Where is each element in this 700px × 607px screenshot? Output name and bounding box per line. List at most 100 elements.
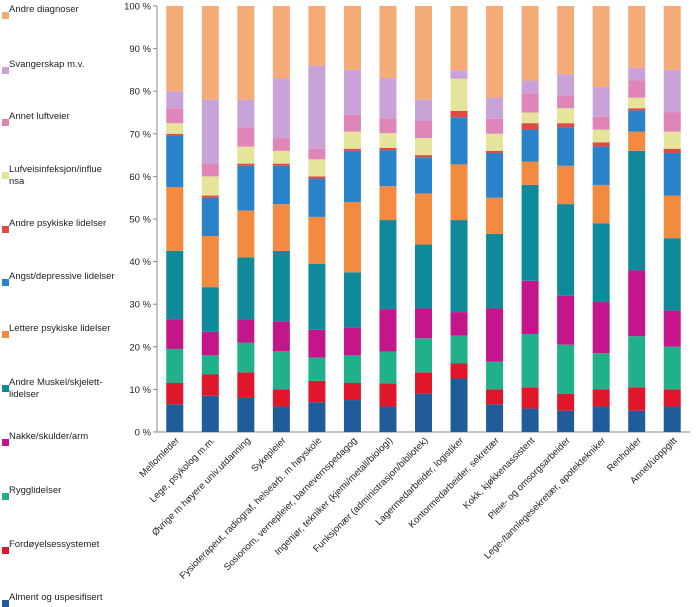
bar-segment: [201, 99, 219, 164]
bar-segment: [486, 152, 504, 198]
bar-segment: [557, 393, 575, 411]
bar-segment: [272, 389, 290, 407]
bar-segment: [272, 163, 290, 166]
bar-segment: [379, 383, 397, 407]
bar-segment: [343, 355, 361, 384]
bar-segment: [557, 165, 575, 205]
y-tick-label: 0 %: [135, 428, 152, 439]
bar-segment: [379, 148, 397, 151]
x-category-label: Sosionom, vernepleier, barnevernspedagog: [222, 435, 360, 573]
bar-segment: [379, 220, 397, 310]
bar-segment: [343, 400, 361, 432]
bar-segment: [237, 127, 255, 147]
legend-swatch-icon: [2, 493, 9, 500]
bar-segment: [450, 335, 468, 364]
bar-segment: [486, 197, 504, 234]
bar-segment: [663, 238, 681, 311]
bar-segment: [272, 250, 290, 322]
bar-segment: [201, 197, 219, 237]
bar-segment: [486, 118, 504, 134]
legend-label: Andre diagnoser: [9, 4, 79, 15]
bar-segment: [166, 135, 184, 188]
bar-segment: [450, 363, 468, 379]
chart-legend: Andre diagnoser Svangerskap m.v. Annet l…: [0, 0, 118, 607]
x-category-label: Lege, psykolog m.m.: [148, 435, 218, 505]
bar-segment: [628, 67, 646, 81]
bar-segment: [237, 257, 255, 320]
bar-segment: [166, 348, 184, 384]
bar-segment: [166, 108, 184, 124]
bar-segment: [166, 6, 184, 92]
legend-swatch-icon: [2, 279, 9, 286]
bar-segment: [486, 150, 504, 153]
bar-segment: [486, 6, 504, 98]
bar-segment: [201, 331, 219, 356]
y-tick-label: 50 %: [129, 215, 151, 226]
bar-segment: [486, 233, 504, 309]
bar-segment: [237, 6, 255, 100]
y-tick-label: 90 %: [129, 44, 151, 55]
bar-segment: [450, 78, 468, 111]
legend-swatch-icon: [2, 547, 9, 554]
bar-segment: [272, 138, 290, 151]
bar-segment: [308, 402, 326, 432]
bar-segment: [272, 6, 290, 79]
legend-swatch-icon: [2, 119, 9, 126]
bar-segment: [557, 295, 575, 345]
bar-segment: [521, 408, 539, 432]
bar-segment: [201, 195, 219, 198]
y-tick-label: 20 %: [129, 342, 151, 353]
bar-segment: [486, 404, 504, 432]
bar-segment: [166, 91, 184, 109]
bar-segment: [308, 6, 326, 66]
bar-segment: [521, 387, 539, 409]
bar-segment: [592, 389, 610, 407]
legend-label: Annet luftveier: [9, 111, 70, 122]
bar-segment: [343, 131, 361, 149]
bar-segment: [379, 150, 397, 187]
bar-segment: [592, 6, 610, 87]
bar-segment: [201, 176, 219, 196]
y-tick-label: 70 %: [129, 129, 151, 140]
bar-segment: [450, 117, 468, 165]
bar-segment: [237, 165, 255, 211]
bar-segment: [592, 223, 610, 303]
legend-label: Nakke/skulder/arm: [9, 431, 89, 442]
bar-segment: [237, 146, 255, 164]
bar-segment: [628, 387, 646, 411]
bar-segment: [450, 110, 468, 118]
bar-segment: [592, 116, 610, 130]
bar-segment: [379, 133, 397, 148]
bar-segment: [166, 123, 184, 134]
bar-segment: [415, 338, 432, 373]
bar-segment: [237, 319, 255, 343]
bar-segment: [415, 193, 432, 245]
bar-segment: [592, 86, 610, 117]
y-tick-label: 100 %: [124, 2, 151, 13]
bar-segment: [379, 6, 397, 79]
bar-segment: [450, 6, 468, 71]
bar-segment: [308, 148, 326, 160]
bar-segment: [237, 99, 255, 128]
bar-segment: [201, 395, 219, 432]
bar-segment: [663, 346, 681, 390]
bar-segment: [379, 118, 397, 134]
bar-segment: [521, 280, 539, 335]
bar-segment: [166, 250, 184, 320]
bar-segment: [343, 114, 361, 132]
bar-segment: [663, 195, 681, 239]
bar-segment: [343, 148, 361, 151]
bar-segment: [343, 201, 361, 273]
bar-segment: [592, 302, 610, 354]
bar-segment: [557, 127, 575, 166]
legend-label: Angst/depressive lidelser: [9, 271, 115, 282]
bar-segment: [343, 6, 361, 70]
bar-segment: [628, 97, 646, 109]
bar-segment: [663, 389, 681, 407]
bar-segment: [592, 406, 610, 432]
bar-segment: [415, 308, 432, 339]
bar-segment: [450, 378, 468, 432]
bar-segment: [308, 329, 326, 358]
bar-segment: [415, 99, 432, 122]
bar-segment: [521, 93, 539, 113]
